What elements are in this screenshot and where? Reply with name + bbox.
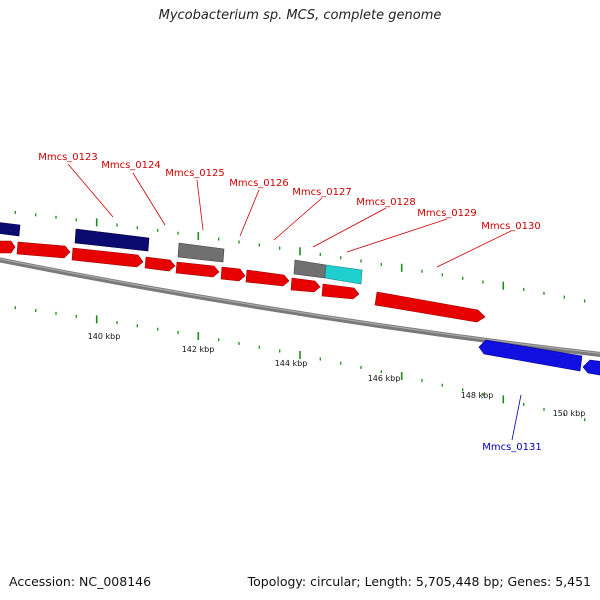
scale-label: 140 kbp bbox=[88, 332, 121, 341]
tick-marks bbox=[14, 210, 586, 422]
gene-arrow[interactable] bbox=[16, 241, 71, 259]
gene-block[interactable] bbox=[0, 222, 21, 237]
gene-arrow[interactable] bbox=[321, 283, 360, 300]
leader-line bbox=[511, 394, 522, 441]
scale-label: 142 kbp bbox=[182, 345, 215, 354]
gene-arrow[interactable] bbox=[175, 261, 220, 278]
gene-block[interactable] bbox=[324, 264, 363, 285]
gene-arrow[interactable] bbox=[220, 266, 246, 282]
gene-features bbox=[0, 222, 600, 376]
gene-label[interactable]: Mmcs_0130 bbox=[481, 221, 541, 232]
leader-line bbox=[273, 197, 323, 241]
accession-text: Accession: NC_008146 bbox=[9, 574, 152, 589]
leader-line bbox=[346, 218, 448, 253]
gene-label[interactable]: Mmcs_0127 bbox=[292, 187, 352, 198]
gene-arrow[interactable] bbox=[144, 256, 176, 272]
gene-labels: Mmcs_0123 Mmcs_0124 Mmcs_0125 Mmcs_0126 … bbox=[38, 152, 542, 453]
gene-block[interactable] bbox=[293, 259, 327, 279]
gene-arrow[interactable] bbox=[245, 269, 290, 287]
genome-stats-text: Topology: circular; Length: 5,705,448 bp… bbox=[247, 574, 591, 589]
gene-arrow[interactable] bbox=[374, 291, 486, 323]
gene-block[interactable] bbox=[74, 228, 150, 252]
gene-leader-lines bbox=[67, 163, 522, 441]
leader-line bbox=[67, 163, 114, 218]
leader-line bbox=[312, 207, 387, 248]
gene-label[interactable]: Mmcs_0128 bbox=[356, 197, 416, 208]
gene-arrow[interactable] bbox=[71, 247, 144, 268]
scale-label: 146 kbp bbox=[368, 374, 401, 383]
leader-line bbox=[239, 189, 260, 237]
genome-backbone-highlight bbox=[0, 258, 600, 354]
leader-line bbox=[196, 179, 204, 231]
scale-labels: 140 kbp 142 kbp 144 kbp 146 kbp 148 kbp … bbox=[88, 332, 586, 418]
gene-block[interactable] bbox=[177, 242, 225, 263]
genome-backbone bbox=[0, 257, 600, 357]
gene-label[interactable]: Mmcs_0126 bbox=[229, 178, 289, 189]
gene-label[interactable]: Mmcs_0124 bbox=[101, 160, 161, 171]
gene-label[interactable]: Mmcs_0129 bbox=[417, 208, 477, 219]
gene-label[interactable]: Mmcs_0125 bbox=[165, 168, 225, 179]
leader-line bbox=[132, 172, 166, 226]
scale-label: 148 kbp bbox=[461, 391, 494, 400]
scale-label: 150 kbp bbox=[553, 409, 586, 418]
gene-label[interactable]: Mmcs_0123 bbox=[38, 152, 98, 163]
genome-title: Mycobacterium sp. MCS, complete genome bbox=[158, 8, 442, 23]
gene-arrow[interactable] bbox=[478, 339, 583, 372]
gene-arrow[interactable] bbox=[582, 359, 600, 376]
scale-label: 144 kbp bbox=[275, 359, 308, 368]
gene-arrow[interactable] bbox=[0, 240, 16, 254]
leader-line bbox=[436, 230, 512, 268]
gene-label[interactable]: Mmcs_0131 bbox=[482, 442, 542, 453]
gene-arrow[interactable] bbox=[290, 277, 321, 293]
